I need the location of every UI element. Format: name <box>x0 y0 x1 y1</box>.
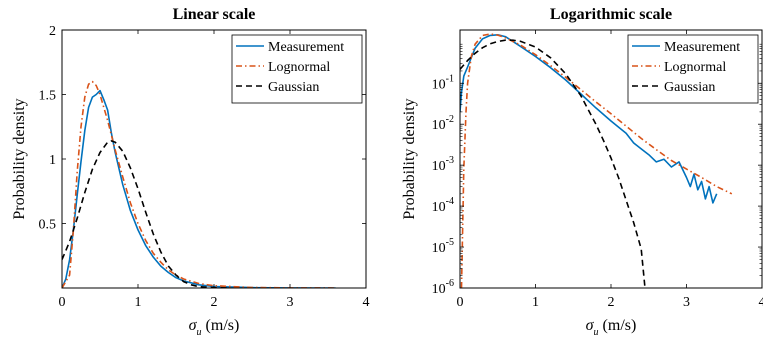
log-series-measurement <box>460 34 718 204</box>
linear-xtick-label: 3 <box>287 295 294 310</box>
linear-ytick-label: 1.5 <box>39 89 57 104</box>
log-ytick-label: 10-4 <box>432 196 454 215</box>
linear-series-gaussian <box>62 140 230 288</box>
linear-ytick-label: 2 <box>49 24 56 39</box>
log-series-gaussian <box>460 39 646 288</box>
log-xlabel: σu (m/s) <box>586 317 637 338</box>
linear-legend-label-lognormal: Lognormal <box>268 60 330 75</box>
linear-panel: Linear scale 0 1 2 3 4 0.5 1 1.5 2 Probability d… <box>11 6 370 338</box>
log-axis-ticks: 0 1 2 3 4 10-6 10-5 10-4 10-3 10-2 10-1 <box>432 29 763 310</box>
linear-legend-label-measurement: Measurement <box>268 40 344 55</box>
linear-series-measurement <box>62 89 336 288</box>
log-xtick-label: 2 <box>608 295 615 310</box>
linear-legend-label-gaussian: Gaussian <box>268 80 319 95</box>
log-plot-area <box>460 33 733 288</box>
log-xtick-label: 1 <box>532 295 539 310</box>
log-xtick-label: 0 <box>457 295 464 310</box>
linear-xtick-label: 4 <box>363 295 370 310</box>
linear-ytick-label: 0.5 <box>39 218 57 233</box>
linear-xtick-label: 1 <box>135 295 142 310</box>
linear-xlabel-subscript: u <box>197 327 202 338</box>
linear-axis-ticks: 0 1 2 3 4 0.5 1 1.5 2 <box>39 24 370 310</box>
log-legend-label-lognormal: Lognormal <box>664 60 726 75</box>
linear-xtick-label: 2 <box>211 295 218 310</box>
linear-chart-title: Linear scale <box>173 6 256 23</box>
linear-plot-area <box>62 80 336 288</box>
log-ytick-label: 10-6 <box>432 278 454 297</box>
linear-xlabel-symbol: σ <box>189 317 198 334</box>
linear-xtick-label: 0 <box>59 295 66 310</box>
linear-xlabel-unit: (m/s) <box>202 317 240 334</box>
log-legend-label-gaussian: Gaussian <box>664 80 715 95</box>
log-xtick-label: 3 <box>683 295 690 310</box>
log-ylabel: Probability density <box>401 98 418 219</box>
linear-ytick-label: 1 <box>49 153 56 168</box>
linear-series-lognormal <box>62 80 336 288</box>
log-panel: Logarithmic scale 0 1 2 3 4 10-6 10-5 10-4 10-3 1… <box>401 6 763 338</box>
log-legend-label-measurement: Measurement <box>664 40 740 55</box>
log-ytick-label: 10-3 <box>432 155 454 174</box>
log-ytick-label: 10-1 <box>432 73 454 92</box>
linear-ylabel: Probability density <box>11 98 28 219</box>
log-series-lognormal <box>460 33 733 288</box>
log-xlabel-subscript: u <box>594 327 599 338</box>
log-xlabel-unit: (m/s) <box>599 317 637 334</box>
linear-xlabel: σu (m/s) <box>189 317 240 338</box>
log-ytick-label: 10-5 <box>432 237 454 256</box>
log-chart-title: Logarithmic scale <box>550 6 672 23</box>
linear-legend: Measurement Lognormal Gaussian <box>231 34 363 104</box>
log-legend: Measurement Lognormal Gaussian <box>627 34 759 104</box>
log-ytick-label: 10-2 <box>432 114 454 133</box>
log-xlabel-symbol: σ <box>586 317 595 334</box>
log-xtick-label: 4 <box>759 295 763 310</box>
